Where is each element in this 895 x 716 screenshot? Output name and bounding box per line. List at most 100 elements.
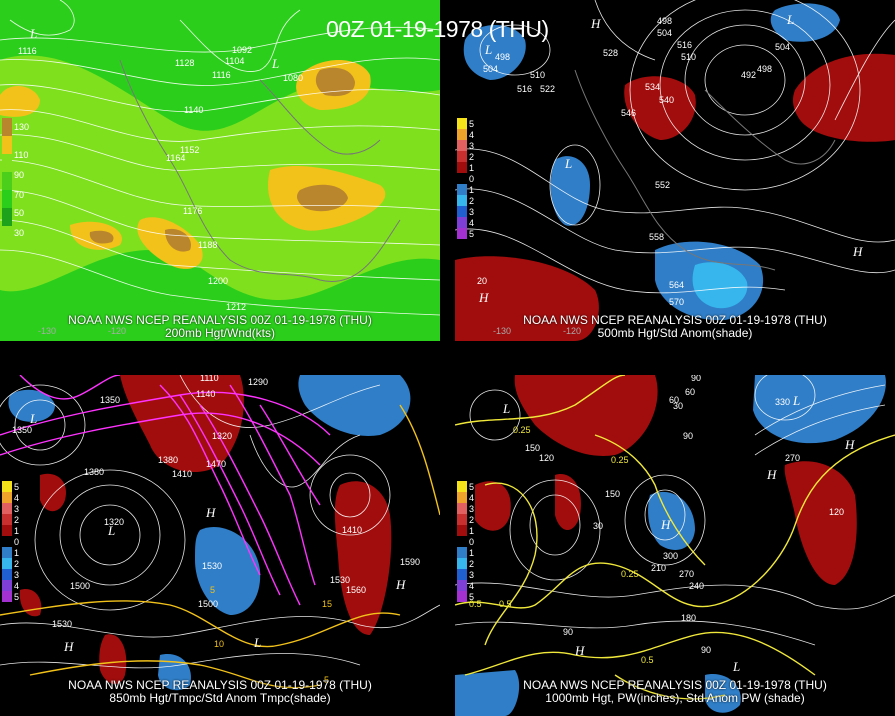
contour-label: 504 bbox=[775, 42, 790, 52]
contour-label: 1140 bbox=[184, 105, 203, 115]
legend-labels-200mb: 130 110 90 70 50 30 bbox=[14, 122, 29, 238]
legend-label: 5 bbox=[14, 592, 19, 602]
high-center-marker: H bbox=[844, 437, 855, 452]
contour-label: 552 bbox=[655, 180, 670, 190]
low-center-marker: L bbox=[271, 56, 279, 71]
legend-label: 4 bbox=[14, 493, 19, 503]
legend-label: 1 bbox=[469, 526, 474, 536]
legend-label: 70 bbox=[14, 190, 24, 200]
contour-label: 516 bbox=[677, 40, 692, 50]
contour-label: 30 bbox=[593, 521, 603, 531]
contour-label: 1320 bbox=[104, 517, 124, 527]
map-850mb-anom bbox=[0, 375, 440, 691]
lon-label: -130 bbox=[38, 326, 56, 336]
legend-label: 1 bbox=[469, 185, 474, 195]
panel-caption-500mb: NOAA NWS NCEP REANALYSIS 00Z 01-19-1978 … bbox=[455, 314, 895, 340]
contour-label: 5 bbox=[324, 675, 329, 685]
contour-label: 1530 bbox=[330, 575, 350, 585]
contour-label: 1092 bbox=[232, 45, 252, 55]
anom-neg-west bbox=[550, 156, 590, 226]
contour-label: 60 bbox=[669, 395, 679, 405]
contour-label: 1590 bbox=[400, 557, 420, 567]
contour-label: 1164 bbox=[166, 153, 185, 163]
panel-850mb: 5 4 3 2 1 0 1 2 3 4 5 1110 1290 1350 114… bbox=[0, 375, 440, 716]
legend-label: 5 bbox=[469, 119, 474, 129]
legend-label: 90 bbox=[14, 170, 24, 180]
contour-label: 1290 bbox=[248, 377, 268, 387]
legend-label: 3 bbox=[469, 207, 474, 217]
contour-label: 1176 bbox=[183, 206, 202, 216]
legend-label: 3 bbox=[469, 570, 474, 580]
legend-label: 1 bbox=[469, 548, 474, 558]
anom-neg-nw bbox=[8, 389, 55, 422]
anom-pos-ne bbox=[792, 53, 895, 142]
panel-200mb: 130 110 90 70 50 30 1116 1128 1092 1104 … bbox=[0, 0, 440, 341]
high-center-marker: H bbox=[395, 577, 406, 592]
coastlines bbox=[574, 69, 836, 271]
contour-label: 120 bbox=[539, 453, 554, 463]
contour-label: 1080 bbox=[283, 73, 303, 83]
contour-label: 90 bbox=[701, 645, 711, 655]
contour-label: 270 bbox=[679, 569, 694, 579]
contour-label: 1116 bbox=[212, 70, 231, 80]
contour-label: 564 bbox=[669, 280, 684, 290]
contour-label: 15 bbox=[322, 599, 332, 609]
contour-label: 1140 bbox=[196, 389, 215, 399]
temperature-contours bbox=[0, 375, 331, 606]
contour-label: 516 bbox=[517, 84, 532, 94]
legend-label: 3 bbox=[469, 141, 474, 151]
contour-label: 510 bbox=[530, 70, 545, 80]
anom-neg-core bbox=[692, 262, 748, 309]
contour-label: 1530 bbox=[52, 619, 72, 629]
contour-label: 504 bbox=[483, 64, 498, 74]
legend-label: 1 bbox=[14, 526, 19, 536]
contour-label: 1320 bbox=[212, 431, 232, 441]
legend-label: 1 bbox=[14, 548, 19, 558]
legend-label: 4 bbox=[469, 218, 474, 228]
map-500mb-anom bbox=[455, 0, 895, 341]
high-center-marker: H bbox=[852, 244, 863, 259]
anom-neg-south bbox=[705, 674, 741, 713]
legend-label: 4 bbox=[14, 581, 19, 591]
legend-labels-850mb: 5 4 3 2 1 0 1 2 3 4 5 bbox=[14, 482, 19, 602]
legend-label: 0 bbox=[469, 537, 474, 547]
legend-label: 30 bbox=[14, 228, 24, 238]
map-200mb-wind bbox=[0, 0, 440, 341]
contour-label: 90 bbox=[683, 431, 693, 441]
caption-line2: 200mb Hgt/Wnd(kts) bbox=[164, 326, 276, 340]
contour-label: 1380 bbox=[158, 455, 178, 465]
anom-neg-nw bbox=[463, 25, 526, 80]
contour-label: 180 bbox=[681, 613, 696, 623]
legend-500mb bbox=[457, 118, 467, 239]
height-contours bbox=[455, 375, 895, 646]
anom-pos-east bbox=[334, 481, 392, 635]
contour-label: 0.5 bbox=[469, 599, 482, 609]
legend-label: 0 bbox=[14, 537, 19, 547]
anom-neg-sw bbox=[455, 670, 520, 716]
legend-label: 0 bbox=[469, 174, 474, 184]
contour-label: 534 bbox=[645, 82, 660, 92]
contour-label: 0.5 bbox=[641, 655, 654, 665]
contour-label: 1350 bbox=[100, 395, 120, 405]
contour-label: 120 bbox=[829, 507, 844, 517]
legend-label: 2 bbox=[14, 559, 19, 569]
panel-caption-850mb: NOAA NWS NCEP REANALYSIS 00Z 01-19-1978 … bbox=[0, 679, 440, 705]
contour-label: 90 bbox=[563, 627, 573, 637]
legend-1000mb bbox=[457, 481, 467, 602]
high-center-marker: H bbox=[660, 517, 671, 532]
contour-label: 30 bbox=[673, 401, 683, 411]
main-title: 00Z 01-19-1978 (THU) bbox=[326, 16, 549, 42]
contour-label: 1350 bbox=[12, 425, 32, 435]
low-center-marker: L bbox=[564, 156, 572, 171]
panel-1000mb: 5 4 3 2 1 0 1 2 3 4 5 0.25 0.25 0.25 0.5… bbox=[455, 375, 895, 716]
low-center-marker: L bbox=[792, 393, 800, 408]
high-center-marker: H bbox=[766, 467, 777, 482]
map-1000mb-pw bbox=[455, 375, 895, 716]
lon-label: -120 bbox=[108, 326, 126, 336]
coastlines bbox=[119, 59, 401, 282]
pw-contours bbox=[455, 375, 895, 700]
anom-pos-north bbox=[514, 375, 658, 456]
panel-500mb: 5 4 3 2 1 0 1 2 3 4 5 498 504 510 516 52… bbox=[455, 0, 895, 341]
contour-label: 522 bbox=[540, 84, 555, 94]
panel-caption-200mb: NOAA NWS NCEP REANALYSIS 00Z 01-19-1978 … bbox=[0, 314, 440, 340]
